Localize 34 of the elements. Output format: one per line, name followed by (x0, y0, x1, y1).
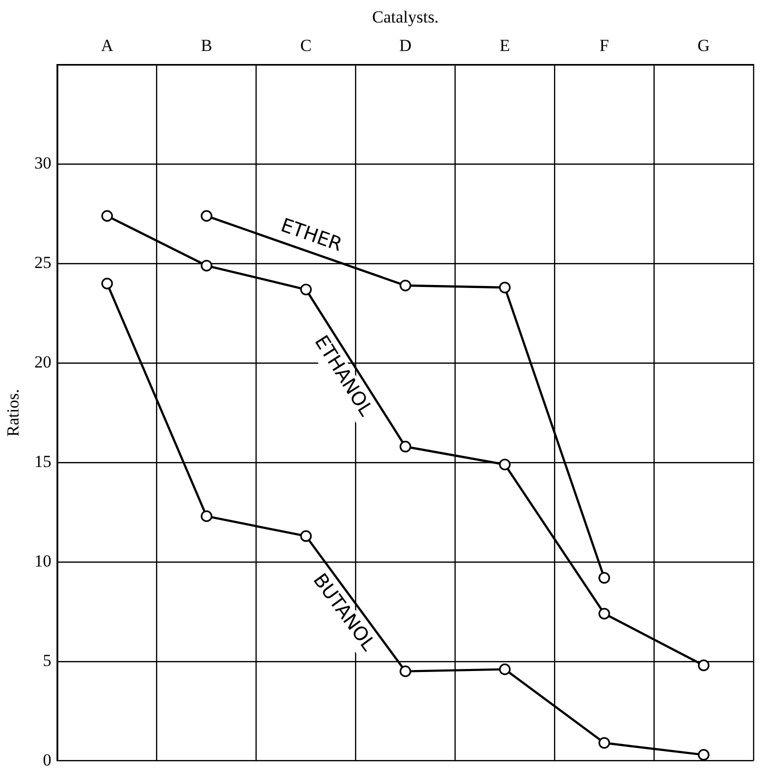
y-axis-title: Ratios. (4, 388, 23, 437)
point (400, 440, 412, 452)
point (598, 572, 610, 584)
point (400, 280, 412, 292)
y-tick-label: 25 (34, 253, 52, 272)
y-tick-label: 30 (34, 154, 52, 173)
y-tick-label: 5 (42, 650, 52, 670)
y-tick-label: 0 (42, 750, 52, 770)
point (499, 458, 511, 470)
point (300, 284, 312, 296)
y-tick-label: 20 (34, 352, 52, 372)
y-tick-label: 10 (34, 551, 52, 570)
point (598, 608, 610, 620)
point (200, 260, 212, 272)
x-tick-label: C (300, 36, 312, 56)
point (101, 210, 113, 222)
x-tick-label: G (698, 36, 710, 56)
point (499, 664, 511, 676)
point (200, 510, 212, 522)
point (698, 660, 710, 672)
point (300, 530, 312, 542)
x-tick-label: E (500, 36, 510, 56)
x-axis-title: Catalysts. (372, 8, 439, 27)
point (698, 749, 710, 761)
x-tick-label: D (399, 36, 412, 56)
point (400, 666, 412, 678)
x-tick-label: B (200, 36, 212, 56)
point (200, 210, 212, 222)
x-tick-label: A (100, 36, 114, 56)
point (598, 737, 610, 749)
point (499, 282, 511, 294)
point (101, 278, 113, 290)
x-tick-label: F (600, 36, 609, 56)
y-tick-label: 15 (34, 452, 52, 471)
